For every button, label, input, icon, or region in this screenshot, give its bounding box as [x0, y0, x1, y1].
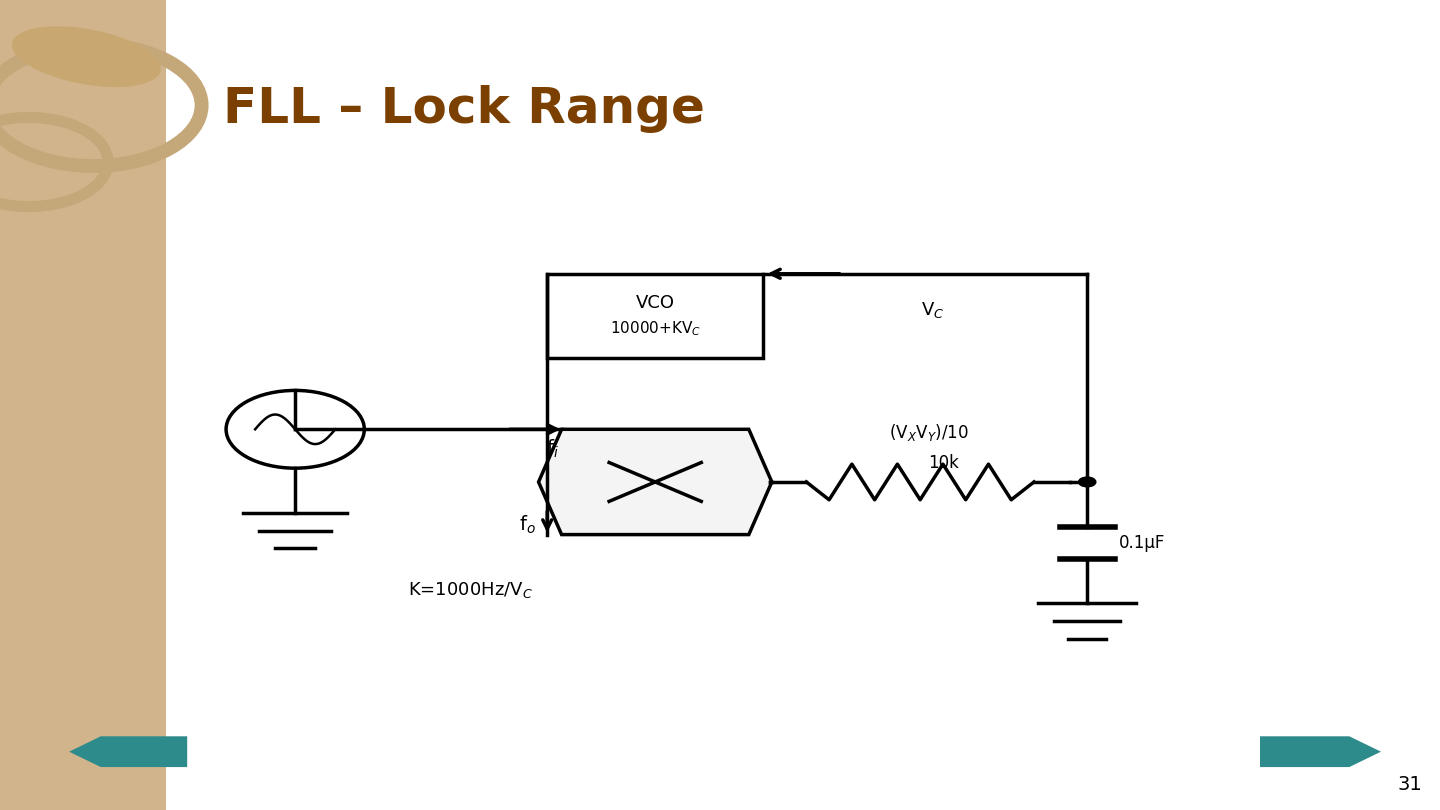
- Bar: [0, 0, 166, 810]
- Circle shape: [1079, 477, 1096, 487]
- FancyArrow shape: [1260, 736, 1381, 767]
- Ellipse shape: [12, 26, 161, 87]
- Text: f$_o$: f$_o$: [518, 514, 536, 536]
- Text: 0.1μF: 0.1μF: [1119, 534, 1165, 552]
- FancyArrow shape: [69, 736, 187, 767]
- Text: f$_i$: f$_i$: [546, 437, 559, 460]
- Polygon shape: [539, 429, 772, 535]
- Bar: [547, 274, 763, 358]
- Text: 31: 31: [1398, 775, 1423, 794]
- Text: 10k: 10k: [927, 454, 959, 472]
- Circle shape: [226, 390, 364, 468]
- Text: (V$_X$V$_Y$)/10: (V$_X$V$_Y$)/10: [888, 422, 969, 443]
- Text: VCO: VCO: [635, 294, 675, 312]
- Text: K=1000Hz/V$_C$: K=1000Hz/V$_C$: [408, 580, 533, 599]
- Text: V$_C$: V$_C$: [920, 300, 945, 320]
- Text: FLL – Lock Range: FLL – Lock Range: [223, 85, 706, 133]
- Text: 10000+KV$_C$: 10000+KV$_C$: [609, 319, 701, 339]
